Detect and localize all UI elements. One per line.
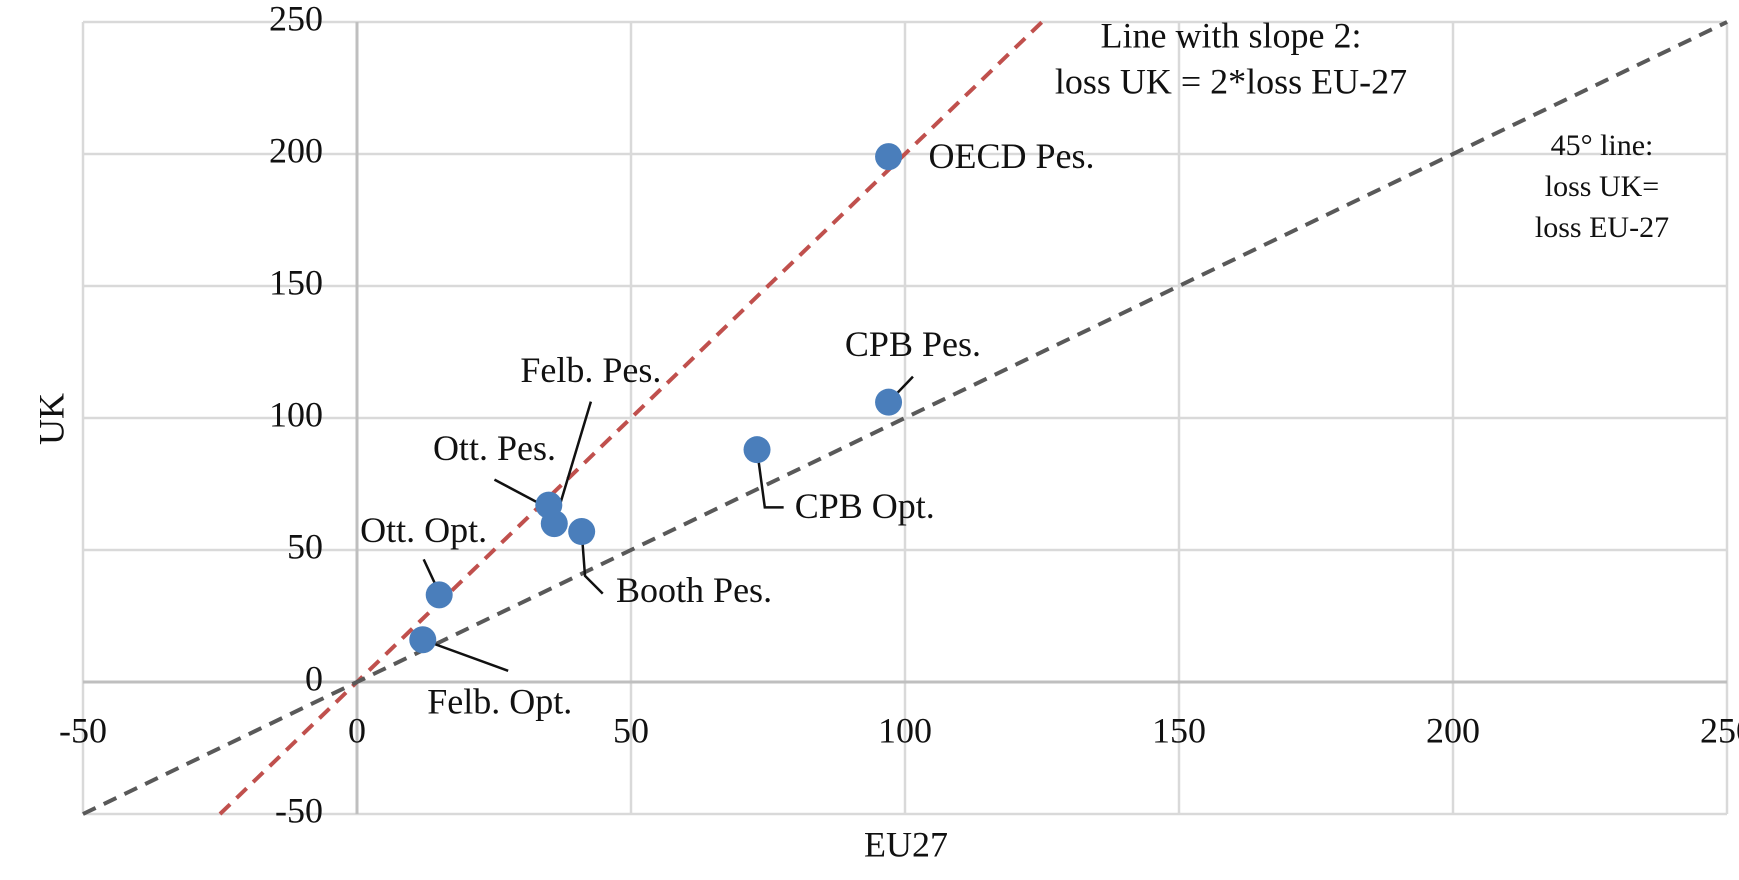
point-label: Ott. Pes. (433, 428, 556, 468)
x-tick-label: 200 (1426, 710, 1480, 750)
point (568, 518, 596, 546)
reference-line-label: loss UK= (1545, 170, 1659, 203)
point-label: Booth Pes. (616, 570, 772, 610)
x-tick-label: 0 (348, 710, 366, 750)
point-label: CPB Pes. (845, 324, 981, 364)
leader-line (580, 531, 604, 595)
point-label: Felb. Opt. (427, 681, 572, 721)
y-tick-label: 250 (269, 0, 323, 38)
x-axis-title: EU27 (864, 824, 948, 864)
point (875, 143, 903, 171)
y-tick-label: -50 (275, 790, 323, 830)
y-axis-title: UK (31, 393, 71, 445)
x-tick-label: 100 (878, 710, 932, 750)
reference-line-label: Line with slope 2: (1101, 15, 1362, 55)
point (409, 626, 437, 654)
leader-line (422, 638, 509, 672)
y-tick-label: 200 (269, 130, 323, 170)
reference-line-label: loss UK = 2*loss EU-27 (1055, 61, 1407, 101)
x-tick-label: 50 (613, 710, 649, 750)
y-tick-label: 100 (269, 394, 323, 434)
y-tick-label: 50 (287, 526, 323, 566)
reference-line-label: loss EU-27 (1535, 211, 1669, 244)
point-label: Felb. Pes. (520, 350, 661, 390)
y-tick-label: 150 (269, 262, 323, 302)
x-tick-label: -50 (59, 710, 107, 750)
point (875, 388, 903, 416)
x-tick-label: 150 (1152, 710, 1206, 750)
reference-line (82, 20, 1728, 816)
point-label: CPB Opt. (795, 486, 935, 526)
point (425, 581, 453, 609)
point-label: OECD Pes. (928, 136, 1094, 176)
x-tick-label: 250 (1700, 710, 1739, 750)
leader-line (755, 449, 784, 509)
point (743, 436, 771, 464)
point (535, 491, 563, 519)
y-tick-label: 0 (305, 658, 323, 698)
point-label: Ott. Opt. (360, 510, 487, 550)
reference-line-label: 45° line: (1551, 129, 1654, 162)
